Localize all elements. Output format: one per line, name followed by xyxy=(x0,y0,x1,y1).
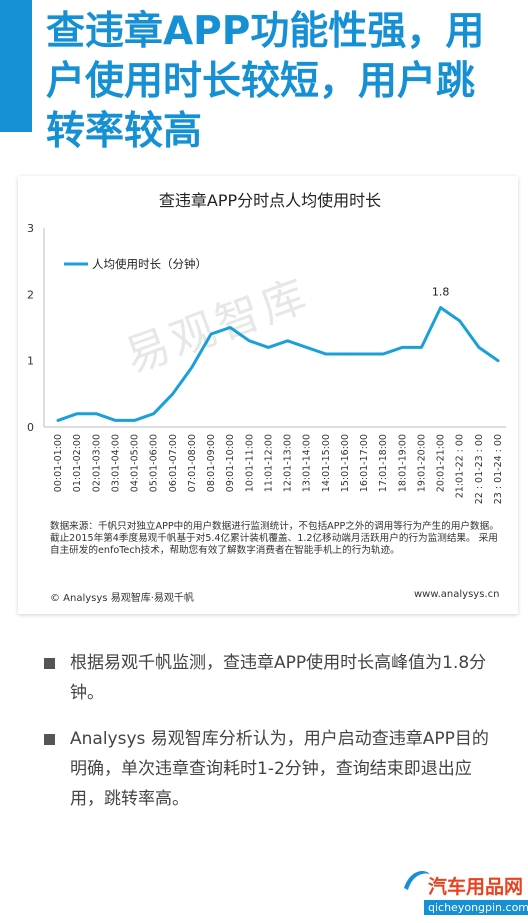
line-chart: 查违章APP分时点人均使用时长 0 1 2 3 人均使用时长（分钟） 00:01-01… xyxy=(27,191,506,504)
x-tick-label: 12:01-13:00 xyxy=(283,434,294,492)
chart-legend: 人均使用时长（分钟） xyxy=(64,257,207,271)
x-tick-label: 22 : 01-23 : 00 xyxy=(474,434,485,504)
bullet-square-icon xyxy=(44,658,55,669)
footer-logo: 汽车用品网 qicheyongpin.com xyxy=(398,858,528,923)
data-point xyxy=(171,392,174,396)
data-point xyxy=(133,419,136,422)
logo-swoosh-icon xyxy=(404,870,430,890)
chart-series xyxy=(56,306,500,422)
x-tick-label: 08:01-09:00 xyxy=(206,434,217,492)
data-point xyxy=(420,346,423,349)
x-tick-label: 11:01-12:00 xyxy=(263,434,274,492)
x-tick-label: 05:01-06:00 xyxy=(149,434,160,492)
logo-url: qicheyongpin.com xyxy=(424,900,528,915)
chart-x-tick-labels: 00:01-01:00 01:01-02:00 02:01-03:00 03:01-0… xyxy=(53,434,504,504)
x-tick-label: 23 : 01-24 : 00 xyxy=(493,434,504,504)
data-point xyxy=(324,352,328,356)
x-tick-label: 07:01-08:00 xyxy=(187,434,198,492)
chart-annotations: 1.8 xyxy=(432,286,450,299)
x-tick-label: 04:01-05:00 xyxy=(130,434,141,492)
website-link[interactable]: www.analysys.cn xyxy=(414,589,500,600)
bullet-item-2: Analysys 易观智库分析认为，用户启动查违章APP目的明确，单次违章查询耗… xyxy=(44,724,504,814)
bullet-square-icon xyxy=(44,734,55,745)
data-point xyxy=(382,352,385,356)
x-tick-label: 06:01-07:00 xyxy=(168,434,179,492)
data-point xyxy=(439,306,442,309)
x-tick-label: 18:01-19:00 xyxy=(397,434,408,492)
x-tick-label: 14:01-15:00 xyxy=(321,434,332,492)
x-tick-label: 03:01-04:00 xyxy=(110,434,121,492)
bullet-text: 根据易观千帆监测，查违章APP使用时长高峰值为1.8分钟。 xyxy=(70,653,487,703)
bullet-text: Analysys 易观智库分析认为，用户启动查违章APP目的明确，单次违章查询耗… xyxy=(70,729,489,809)
chart-card xyxy=(18,176,518,614)
data-point xyxy=(114,419,117,422)
data-point xyxy=(75,412,79,415)
x-tick-label: 13:01-14:00 xyxy=(302,434,313,492)
data-point xyxy=(496,359,500,362)
header: 查违章APP功能性强，用 户使用时长较短，用户跳 转率较高 xyxy=(0,0,528,178)
y-tick-label: 0 xyxy=(27,421,34,434)
x-tick-label: 21:01-22 : 00 xyxy=(455,434,466,498)
x-tick-label: 01:01-02:00 xyxy=(72,434,83,492)
chart-title: 查违章APP分时点人均使用时长 xyxy=(159,191,381,210)
chart-axes: 0 1 2 3 xyxy=(27,222,506,434)
data-point xyxy=(305,346,308,349)
x-tick-label: 20:01-21:00 xyxy=(436,434,447,492)
x-tick-label: 19:01-20:00 xyxy=(416,434,427,492)
x-tick-label: 15:01-16:00 xyxy=(340,434,351,492)
x-tick-label: 10:01-11:00 xyxy=(244,434,255,492)
data-point xyxy=(286,339,289,342)
bullet-item-1: 根据易观千帆监测，查违章APP使用时长高峰值为1.8分钟。 xyxy=(44,648,504,708)
y-tick-label: 3 xyxy=(27,222,34,235)
data-point xyxy=(152,412,155,415)
logo-name: 汽车用品网 xyxy=(428,876,524,898)
headline-line-3: 转率较高 xyxy=(46,109,203,154)
x-tick-label: 09:01-10:00 xyxy=(225,434,236,492)
data-point xyxy=(362,352,366,356)
headline-line-2: 户使用时长较短，用户跳 xyxy=(46,59,476,104)
x-tick-label: 00:01-01:00 xyxy=(53,434,64,492)
data-point xyxy=(477,346,481,349)
data-point xyxy=(267,346,270,349)
y-tick-label: 1 xyxy=(27,355,34,368)
data-point xyxy=(401,346,404,349)
data-label-peak: 1.8 xyxy=(432,286,450,299)
accent-bar xyxy=(0,0,32,132)
copyright-text: © Analysys 易观智库·易观千帆 xyxy=(50,593,194,604)
x-tick-label: 16:01-17:00 xyxy=(359,434,370,492)
data-point xyxy=(56,419,60,422)
headline-line-1: 查违章APP功能性强，用 xyxy=(46,9,485,54)
source-note: 数据来源：千帆只对独立APP中的用户数据进行监测统计，不包括APP之外的调用等行… xyxy=(50,521,499,556)
legend-label: 人均使用时长（分钟） xyxy=(92,257,207,271)
data-point xyxy=(228,326,232,329)
data-point xyxy=(458,319,461,323)
y-tick-label: 2 xyxy=(27,288,34,301)
data-point xyxy=(248,339,251,342)
data-point xyxy=(343,352,347,356)
data-point xyxy=(95,412,98,415)
series-line xyxy=(56,306,500,422)
x-tick-label: 17:01-18:00 xyxy=(378,434,389,492)
data-point xyxy=(209,332,213,336)
data-point xyxy=(190,366,194,369)
x-tick-label: 02:01-03:00 xyxy=(91,434,102,492)
